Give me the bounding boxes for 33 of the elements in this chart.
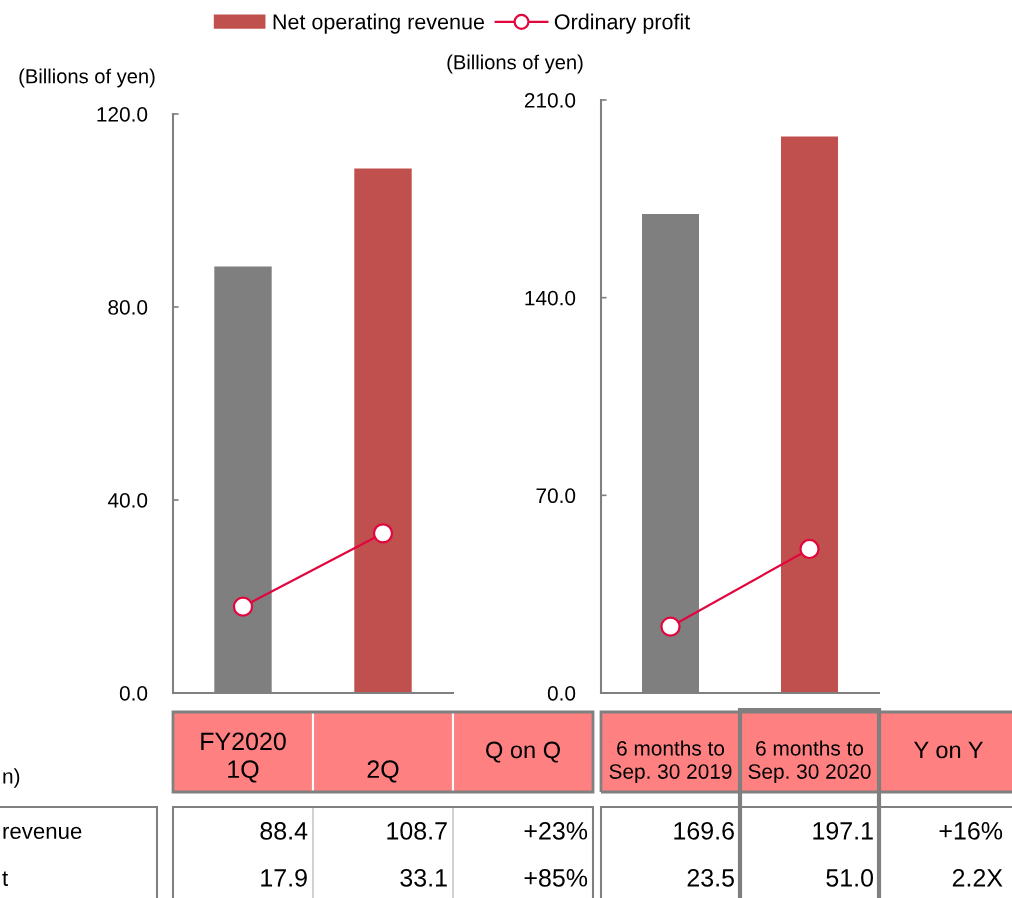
y-tick-label: 0.0 [119,686,148,701]
x-tick-label: 2Q [367,760,399,783]
x-tick-label: 6 months to Sep. 30 2019 [609,740,732,783]
data-label: 169.6 [674,822,734,840]
x-tick-label: 6 months to Sep. 30 2020 [748,740,871,783]
data-label: 88.4 [260,822,308,840]
y-tick-label: 80.0 [108,300,148,315]
y-axis-title: (Billions of yen) [447,54,583,74]
y-tick-label: 40.0 [107,493,148,508]
text: Q on Q [486,741,560,763]
text: Y on Y [913,741,984,759]
data-label: 108.7 [387,822,447,840]
y-tick-label: 140.0 [525,290,576,306]
data-label: 197.1 [813,822,873,840]
text: t [2,871,9,886]
text: +23% [524,822,588,840]
y-axis-title: (Billions of yen) [19,68,155,88]
y-tick-label: 120.0 [97,107,148,122]
data-label: 51.0 [826,869,874,887]
text: 2.2X [952,869,1003,887]
data-label: 33.1 [400,869,447,887]
text: n) [3,768,20,788]
x-tick-label: FY2020 1Q [201,732,286,783]
legend-label: Net operating revenue [273,13,484,34]
y-tick-label: 70.0 [536,488,576,504]
text: +16% [939,822,1003,840]
data-label: 17.9 [261,869,307,887]
legend-label: Ordinary profit [554,13,691,34]
y-tick-label: 210.0 [524,93,576,108]
data-label: 23.5 [687,869,734,887]
text: revenue [3,826,82,839]
text: +85% [524,869,588,887]
y-tick-label: 0.0 [547,686,576,701]
